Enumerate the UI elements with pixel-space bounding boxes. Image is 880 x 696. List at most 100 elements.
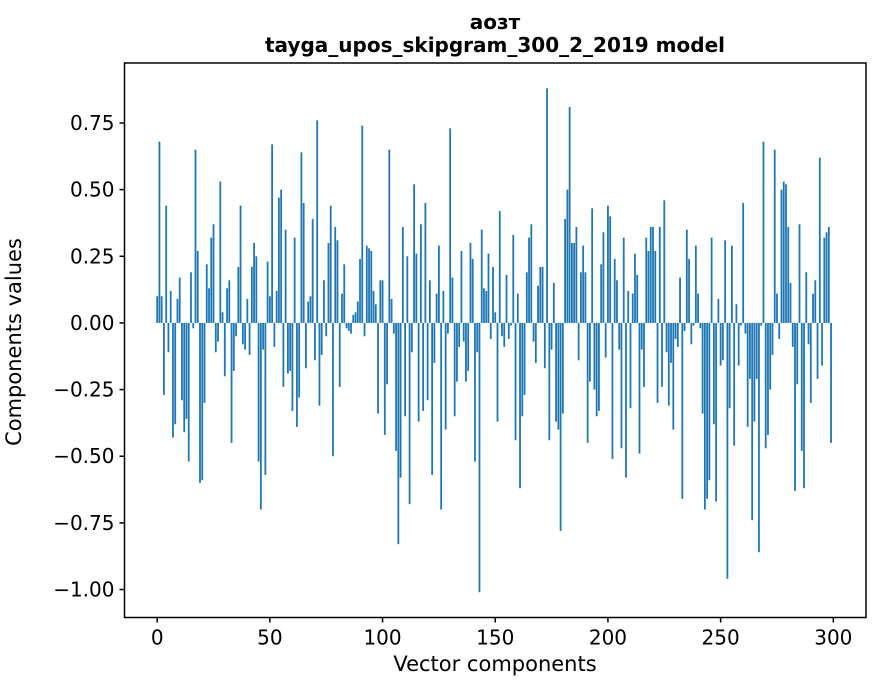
bar-258: [737, 322, 740, 366]
bar-20: [201, 322, 204, 481]
bar-32: [228, 280, 231, 323]
bar-155: [505, 274, 508, 323]
bar-186: [575, 226, 578, 323]
bar-72: [318, 322, 321, 406]
bar-171: [541, 266, 544, 323]
bar-2: [160, 296, 163, 323]
bar-228: [670, 322, 672, 363]
bar-188: [579, 272, 582, 323]
bar-172: [543, 322, 546, 369]
bar-271: [767, 322, 769, 435]
bar-86: [350, 322, 352, 334]
bar-208: [625, 322, 627, 478]
bar-178: [557, 322, 560, 430]
bar-124: [435, 293, 438, 323]
bar-264: [751, 322, 754, 521]
bar-119: [424, 202, 427, 323]
bar-111: [406, 256, 409, 323]
bar-211: [631, 293, 634, 323]
bar-219: [649, 226, 652, 323]
bar-144: [480, 229, 483, 323]
bar-226: [665, 322, 668, 353]
bar-54: [277, 197, 280, 323]
bar-165: [528, 237, 530, 323]
bar-142: [476, 322, 479, 353]
bar-217: [645, 237, 648, 323]
bar-285: [798, 224, 801, 323]
bar-94: [368, 248, 370, 323]
bar-214: [638, 322, 641, 454]
bar-44: [255, 256, 258, 323]
bar-137: [465, 322, 467, 382]
bar-70: [314, 322, 316, 361]
bar-268: [760, 322, 763, 326]
bar-58: [287, 322, 289, 374]
bar-34: [232, 322, 235, 371]
bar-296: [823, 237, 826, 323]
bar-48: [264, 322, 267, 475]
bar-157: [510, 322, 512, 326]
bar-110: [404, 322, 406, 417]
bar-282: [791, 322, 794, 347]
bar-169: [537, 285, 539, 323]
bar-123: [433, 322, 436, 363]
bar-209: [627, 290, 630, 323]
bar-26: [214, 322, 217, 353]
bar-125: [438, 245, 440, 323]
bar-59: [289, 322, 292, 371]
x-tick-label: 50: [257, 626, 282, 650]
bar-5: [167, 322, 170, 353]
bar-115: [415, 253, 418, 323]
bar-225: [663, 200, 666, 323]
bar-120: [426, 322, 429, 401]
bar-227: [667, 322, 670, 406]
bar-236: [688, 258, 690, 323]
bar-152: [498, 210, 501, 323]
bar-237: [690, 322, 693, 345]
bar-57: [284, 229, 287, 323]
bar-274: [773, 149, 776, 323]
bar-275: [776, 293, 778, 323]
x-tick-label: 0: [151, 626, 164, 650]
y-tick-label: −0.25: [53, 378, 114, 402]
bar-288: [805, 272, 808, 323]
bar-31: [226, 288, 228, 323]
y-tick-label: 0.75: [70, 111, 115, 135]
bar-200: [607, 205, 609, 323]
bar-97: [374, 304, 377, 323]
bar-85: [347, 322, 350, 331]
bar-89: [356, 301, 359, 323]
bar-273: [771, 322, 774, 355]
bar-210: [629, 322, 632, 409]
x-tick-label: 250: [702, 626, 740, 650]
bar-90: [359, 258, 361, 323]
bar-113: [410, 322, 413, 353]
chart-subtitle: tayga_upos_skipgram_300_2_2019 model: [265, 33, 725, 57]
bar-276: [778, 322, 781, 339]
bar-234: [683, 322, 686, 331]
bar-78: [332, 322, 334, 457]
bar-67: [307, 301, 310, 323]
bar-60: [291, 322, 294, 411]
bar-175: [550, 322, 553, 350]
bar-202: [611, 322, 614, 459]
bar-255: [731, 245, 733, 323]
bar-266: [755, 322, 758, 379]
bar-278: [782, 181, 785, 323]
bar-267: [758, 322, 760, 553]
bar-173: [546, 88, 548, 323]
bar-146: [485, 290, 488, 323]
bar-232: [679, 277, 681, 323]
bar-189: [582, 245, 585, 323]
bar-93: [365, 245, 368, 323]
y-tick-label: 0.25: [70, 244, 115, 268]
bar-174: [548, 322, 551, 441]
bar-107: [397, 322, 400, 545]
bar-134: [458, 322, 461, 347]
bar-95: [370, 250, 373, 323]
bar-163: [523, 322, 526, 395]
bar-10: [178, 277, 181, 323]
bar-29: [221, 312, 224, 323]
bar-164: [525, 272, 528, 323]
